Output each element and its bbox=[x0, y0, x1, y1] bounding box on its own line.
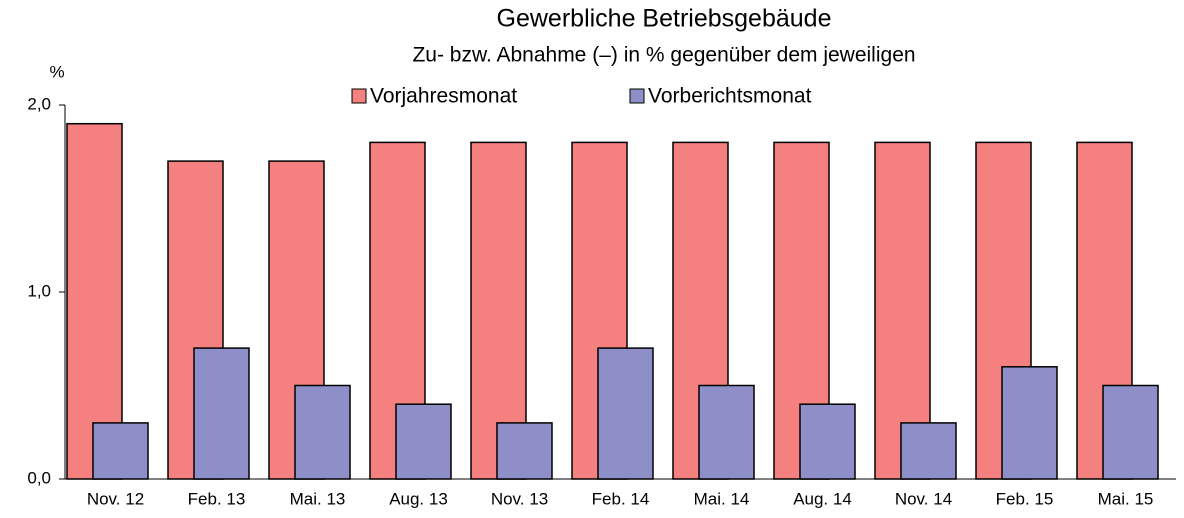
y-tick-label: 2,0 bbox=[27, 94, 51, 113]
bar bbox=[395, 403, 452, 480]
x-tick-label: Mai. 14 bbox=[694, 489, 750, 508]
bar bbox=[698, 384, 755, 480]
legend-label: Vorjahresmonat bbox=[370, 85, 517, 108]
bar bbox=[92, 422, 149, 480]
bar bbox=[294, 384, 351, 480]
x-tick-label: Feb. 15 bbox=[996, 489, 1054, 508]
chart-title: Gewerbliche Betriebsgebäude bbox=[497, 5, 832, 33]
bar bbox=[66, 122, 123, 480]
chart-subtitle: Zu- bzw. Abnahme (–) in % gegenüber dem … bbox=[412, 44, 915, 67]
bar bbox=[496, 422, 553, 480]
x-tick-label: Mai. 15 bbox=[1098, 489, 1154, 508]
y-tick-label: 0,0 bbox=[27, 468, 51, 487]
y-axis-label: % bbox=[49, 62, 64, 81]
bar bbox=[597, 347, 654, 480]
x-tick-label: Aug. 13 bbox=[389, 489, 448, 508]
bar bbox=[193, 347, 250, 480]
bar bbox=[1001, 366, 1058, 480]
x-tick-label: Feb. 14 bbox=[592, 489, 650, 508]
x-tick-label: Feb. 13 bbox=[188, 489, 246, 508]
bar bbox=[799, 403, 856, 480]
legend-label: Vorberichtsmonat bbox=[648, 85, 812, 108]
x-tick-label: Aug. 14 bbox=[793, 489, 852, 508]
x-tick-label: Nov. 13 bbox=[491, 489, 548, 508]
legend-swatch bbox=[351, 88, 367, 104]
x-tick-label: Nov. 14 bbox=[895, 489, 952, 508]
x-tick-label: Nov. 12 bbox=[87, 489, 144, 508]
x-tick-label: Mai. 13 bbox=[290, 489, 346, 508]
legend-swatch bbox=[629, 88, 645, 104]
y-tick-label: 1,0 bbox=[27, 281, 51, 300]
bar bbox=[1102, 384, 1159, 480]
bar bbox=[900, 422, 957, 480]
